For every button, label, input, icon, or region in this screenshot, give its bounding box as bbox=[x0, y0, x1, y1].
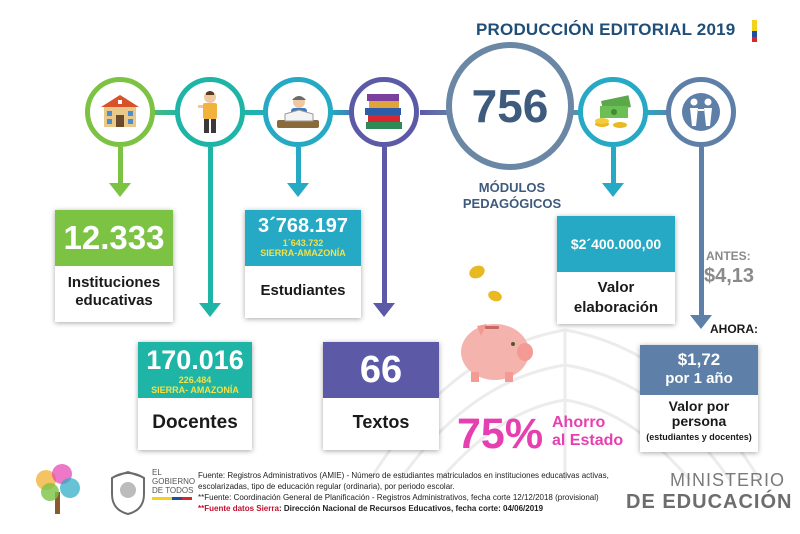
per-person-card: $1,72 por 1 año Valor por persona (estud… bbox=[640, 345, 758, 452]
page-title: PRODUCCIÓN EDITORIAL 2019 bbox=[476, 20, 736, 39]
modules-circle: 756 bbox=[446, 42, 574, 170]
arrow-line bbox=[382, 147, 387, 305]
arrow-line bbox=[118, 147, 123, 185]
coat-of-arms-icon bbox=[111, 470, 145, 516]
gobierno-logo: EL GOBIERNO DE TODOS bbox=[152, 468, 198, 500]
arrow-line bbox=[296, 147, 301, 185]
connector-line bbox=[420, 110, 460, 115]
school-icon bbox=[101, 95, 139, 127]
before-label: ANTES: bbox=[706, 249, 751, 263]
ministry-logo: MINISTERIO DE EDUCACIÓN bbox=[626, 470, 793, 513]
texts-card: 66 Textos bbox=[323, 342, 439, 450]
arrow-down-icon bbox=[199, 303, 221, 317]
arrow-line bbox=[611, 147, 616, 185]
piggy-bank-icon bbox=[461, 265, 533, 382]
savings-line-1: Ahorro bbox=[552, 414, 606, 431]
students-sub-value: 1´643.732 bbox=[282, 238, 324, 248]
coins-icon bbox=[469, 265, 502, 302]
teachers-sub-label: SIERRA- AMAZONÍA bbox=[151, 385, 239, 395]
people-icon bbox=[682, 93, 720, 131]
connector-line bbox=[240, 110, 280, 115]
modules-label: MÓDULOS PEDAGÓGICOS bbox=[462, 180, 562, 211]
arrow-line bbox=[208, 147, 213, 305]
modules-count: 756 bbox=[471, 80, 549, 132]
per-person-label: Valor por persona bbox=[668, 398, 730, 429]
students-label: Estudiantes bbox=[260, 282, 346, 299]
arrow-down-icon bbox=[690, 315, 712, 329]
teacher-circle bbox=[175, 77, 245, 147]
arrow-down-icon bbox=[287, 183, 309, 197]
toda-una-vida-logo bbox=[36, 464, 80, 514]
savings-label: Ahorro al Estado bbox=[552, 414, 623, 450]
students-card: 3´768.197 1´643.732 SIERRA-AMAZONÍA Estu… bbox=[245, 210, 361, 318]
source-line-1: Fuente: Registros Administrativos (AMIE)… bbox=[198, 471, 609, 491]
teachers-label: Docentes bbox=[152, 412, 238, 433]
student-reading-icon bbox=[277, 96, 319, 128]
teachers-value: 170.016 bbox=[146, 345, 244, 375]
arrow-down-icon bbox=[109, 183, 131, 197]
institutions-card: 12.333 Instituciones educativas bbox=[55, 210, 173, 322]
texts-label: Textos bbox=[352, 412, 410, 432]
teachers-sub-value: 226.484 bbox=[178, 375, 212, 385]
cost-label: Valor elaboración bbox=[573, 279, 659, 316]
source-line-3: **Fuente datos Sierra: Dirección Naciona… bbox=[198, 504, 544, 513]
books-icon bbox=[365, 94, 402, 129]
connector-line bbox=[642, 110, 676, 115]
school-circle bbox=[85, 77, 155, 147]
flag-icon bbox=[752, 20, 757, 42]
money-icon bbox=[595, 95, 631, 128]
arrow-down-icon bbox=[602, 183, 624, 197]
teachers-card: 170.016 226.484 SIERRA- AMAZONÍA Docente… bbox=[138, 342, 252, 450]
source-line-2: **Fuente: Coordinación General de Planif… bbox=[198, 493, 599, 502]
savings-percent: 75% bbox=[457, 410, 544, 458]
students-sub-label: SIERRA-AMAZONÍA bbox=[260, 248, 346, 258]
money-circle bbox=[578, 77, 648, 147]
flag-stripe-icon bbox=[152, 497, 192, 500]
people-circle bbox=[666, 77, 736, 147]
per-person-note: (estudiantes y docentes) bbox=[646, 432, 752, 442]
arrow-down-icon bbox=[373, 303, 395, 317]
institutions-value: 12.333 bbox=[55, 210, 173, 266]
per-person-value: $1,72 bbox=[677, 350, 721, 369]
cost-value: $2´400.000,00 bbox=[557, 216, 675, 272]
now-label: AHORA: bbox=[710, 322, 758, 336]
arrow-line bbox=[699, 147, 704, 317]
sources-footer: Fuente: Registros Administrativos (AMIE)… bbox=[198, 470, 638, 514]
before-value: $4,13 bbox=[704, 265, 755, 287]
student-circle bbox=[263, 77, 333, 147]
institutions-label: Instituciones educativas bbox=[67, 274, 161, 309]
savings-line-2: al Estado bbox=[552, 432, 624, 449]
per-person-period: por 1 año bbox=[665, 370, 733, 387]
books-circle bbox=[349, 77, 419, 147]
cost-card: $2´400.000,00 Valor elaboración bbox=[557, 216, 675, 324]
students-value: 3´768.197 bbox=[257, 215, 349, 237]
texts-value: 66 bbox=[323, 342, 439, 398]
teacher-icon bbox=[198, 91, 217, 133]
